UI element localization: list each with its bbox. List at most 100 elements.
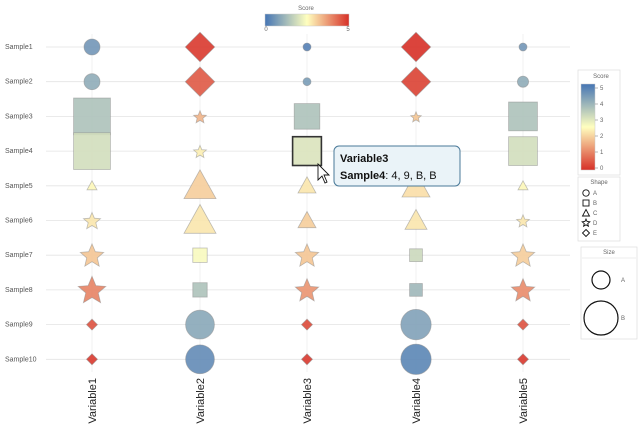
row-label: Sample1 xyxy=(5,44,33,51)
top-legend-gradient xyxy=(264,13,350,27)
data-point-circle xyxy=(302,77,312,87)
data-point-triangle xyxy=(297,175,317,194)
data-point-diamond xyxy=(516,318,530,331)
tooltip-line: Sample4: 4, 9, B, B xyxy=(340,170,437,182)
data-point-star xyxy=(294,242,320,268)
right-legend-tick-label: 2 xyxy=(600,134,604,140)
data-point-square xyxy=(409,283,423,297)
data-point-diamond xyxy=(516,353,530,366)
row-label: Sample2 xyxy=(5,79,33,86)
data-point-square xyxy=(508,136,538,166)
data-point-circle xyxy=(185,344,215,375)
top-legend-tick-2: 5 xyxy=(346,27,350,33)
data-point-diamond xyxy=(85,318,99,331)
right-legend-tick-label: 0 xyxy=(600,166,604,172)
column-label: Variable3 xyxy=(302,378,314,424)
data-point-square xyxy=(293,103,321,130)
shape-legend-label: A xyxy=(593,191,597,197)
size-legend-label-b: B xyxy=(621,316,625,322)
right-legend-title: Score xyxy=(593,74,609,80)
hover-tooltip: Variable3 Sample4: 4, 9, B, B xyxy=(333,145,461,187)
size-legend-circle-b xyxy=(583,300,619,336)
shape-legend-label: C xyxy=(593,211,598,217)
tooltip-values: : 4, 9, B, B xyxy=(385,170,436,182)
data-point-circle xyxy=(517,75,530,88)
data-point-star xyxy=(510,277,536,302)
data-point-diamond xyxy=(184,31,216,63)
top-legend-tick-0: 0 xyxy=(264,27,268,33)
data-point-square xyxy=(192,282,208,298)
data-point-diamond xyxy=(184,66,216,97)
shape-legend-label: E xyxy=(593,231,597,237)
top-legend-title: Score xyxy=(298,6,314,12)
data-point-star xyxy=(510,242,536,268)
data-point-square xyxy=(409,248,423,263)
column-label: Variable5 xyxy=(518,378,530,424)
data-point-circle xyxy=(302,42,312,52)
data-point-triangle xyxy=(517,179,529,191)
data-point-triangle xyxy=(86,179,98,191)
row-label: Sample5 xyxy=(5,183,33,190)
data-point-square xyxy=(508,101,538,132)
row-label: Sample3 xyxy=(5,113,33,120)
data-point-triangle xyxy=(183,203,217,234)
data-point-circle xyxy=(400,308,432,341)
shape-legend-triangle-icon xyxy=(581,208,591,217)
data-point-triangle xyxy=(183,168,217,199)
mouse-cursor-icon xyxy=(317,162,331,184)
top-color-legend: Score 0 5 xyxy=(264,6,350,33)
right-legend-gradient xyxy=(580,83,596,171)
row-labels: Sample1 Sample2 Sample3 Sample4 Sample5 Sampl… xyxy=(5,44,37,363)
data-point-circle xyxy=(83,73,101,91)
data-point-diamond xyxy=(85,353,99,366)
data-point-star xyxy=(79,242,105,268)
size-legend: Size A B xyxy=(580,246,638,340)
data-point-star xyxy=(515,213,531,228)
column-label: Variable1 xyxy=(87,378,99,424)
tooltip-sample: Sample4 xyxy=(340,170,386,182)
data-point-star xyxy=(192,109,208,124)
data-point-star xyxy=(409,110,423,123)
data-point-star xyxy=(192,144,208,159)
shape-legend-label: D xyxy=(593,221,598,227)
data-point-square xyxy=(73,97,111,136)
data-point-diamond xyxy=(400,66,432,97)
right-legend-tick-label: 1 xyxy=(600,150,604,156)
column-labels: Variable1 Variable2 Variable3 Variable4 Vari… xyxy=(87,378,530,424)
shape-legend-square-icon xyxy=(582,199,590,207)
tooltip-box xyxy=(333,145,461,187)
row-label: Sample10 xyxy=(5,356,37,363)
data-point-circle xyxy=(185,309,215,340)
right-legend-tick-label: 3 xyxy=(600,118,604,124)
data-point-diamond xyxy=(300,353,314,366)
data-point-triangle xyxy=(297,210,317,229)
row-label: Sample9 xyxy=(5,322,33,329)
right-legend-tick-label: 4 xyxy=(600,102,604,108)
data-point-diamond xyxy=(300,318,314,331)
column-label: Variable4 xyxy=(411,378,423,424)
size-legend-circle-a xyxy=(591,270,611,290)
data-point-circle xyxy=(83,38,101,56)
row-label: Sample7 xyxy=(5,252,33,259)
data-marks xyxy=(73,31,538,375)
shape-legend-star-icon xyxy=(581,217,591,228)
data-point-circle xyxy=(518,42,528,52)
shape-legend-title: Shape xyxy=(590,180,608,186)
data-point-square xyxy=(192,247,208,263)
data-point-star xyxy=(294,277,320,302)
row-label: Sample4 xyxy=(5,148,33,155)
tooltip-title: Variable3 xyxy=(340,153,388,165)
row-label: Sample6 xyxy=(5,218,33,225)
row-label: Sample8 xyxy=(5,287,33,294)
data-point-circle xyxy=(400,343,432,375)
data-point-diamond xyxy=(400,31,432,63)
data-point-highlighted xyxy=(291,135,323,167)
size-legend-label-a: A xyxy=(621,278,625,284)
shape-legend-circle-icon xyxy=(582,189,590,197)
shape-legend-diamond-icon xyxy=(581,228,591,238)
data-point-triangle xyxy=(404,208,428,230)
